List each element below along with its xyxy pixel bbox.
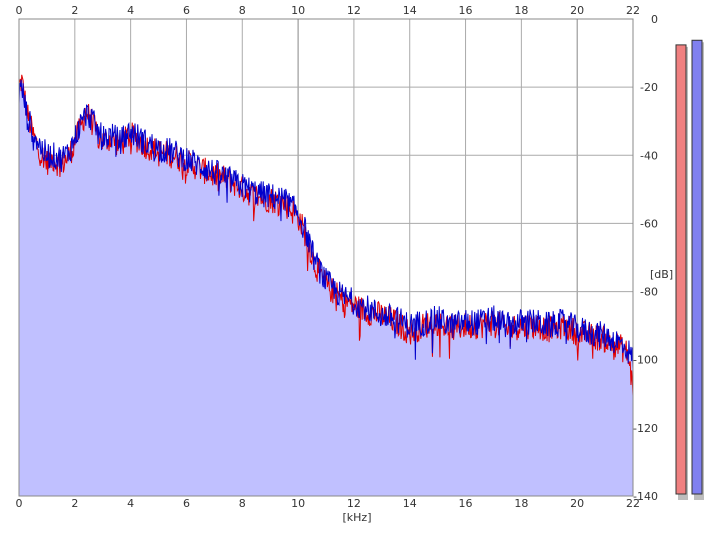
x-tick-label-bottom: 0 [16, 497, 23, 510]
y-tick-label: -60 [640, 217, 658, 230]
x-tick-label-top: 12 [347, 4, 361, 17]
x-ticks-bottom: 0 2 4 6 8 10 12 14 16 18 20 22 [16, 497, 641, 510]
x-tick-label-bottom: 18 [514, 497, 528, 510]
y-tick-label: -120 [633, 422, 658, 435]
x-tick-label-bottom: 6 [183, 497, 190, 510]
level-meter-2 [691, 39, 703, 495]
x-tick-label-top: 16 [459, 4, 473, 17]
level-meter-1 [675, 44, 687, 495]
y-tick-label: -100 [633, 354, 658, 367]
spectrum-area [19, 74, 633, 496]
spectrum-fill [19, 74, 633, 496]
x-axis-label: [kHz] [343, 511, 372, 524]
y-tick-label: -80 [640, 286, 658, 299]
x-tick-label-bottom: 2 [71, 497, 78, 510]
x-tick-label-bottom: 22 [626, 497, 640, 510]
x-tick-label-top: 22 [626, 4, 640, 17]
y-tick-label: -20 [640, 81, 658, 94]
x-tick-label-top: 6 [183, 4, 190, 17]
y-tick-label: -40 [640, 149, 658, 162]
x-tick-label-top: 10 [291, 4, 305, 17]
x-tick-label-top: 8 [239, 4, 246, 17]
x-tick-label-bottom: 4 [127, 497, 134, 510]
plot-frame [18, 18, 634, 497]
x-tick-label-bottom: 14 [403, 497, 417, 510]
x-tick-label-top: 20 [570, 4, 584, 17]
x-tick-label-top: 4 [127, 4, 134, 17]
x-tick-label-bottom: 10 [291, 497, 305, 510]
level-meters [675, 39, 704, 500]
y-tick-label: -140 [633, 490, 658, 503]
x-tick-label-bottom: 8 [239, 497, 246, 510]
x-tick-label-top: 2 [71, 4, 78, 17]
x-tick-label-top: 0 [16, 4, 23, 17]
series-line-2 [18, 79, 634, 369]
y-axis-label: [dB] [650, 268, 673, 281]
x-tick-label-top: 14 [403, 4, 417, 17]
y-ticks: 0 -20 -40 -60 -80 -100 -120 -140 [633, 13, 658, 503]
x-tick-label-top: 18 [514, 4, 528, 17]
x-tick-label-bottom: 20 [570, 497, 584, 510]
x-tick-label-bottom: 12 [347, 497, 361, 510]
x-tick-label-bottom: 16 [459, 497, 473, 510]
spectrum-lines [18, 74, 634, 396]
x-ticks-top: 0 2 4 6 8 10 12 14 16 18 20 22 [16, 4, 641, 17]
y-tick-label: 0 [651, 13, 658, 26]
